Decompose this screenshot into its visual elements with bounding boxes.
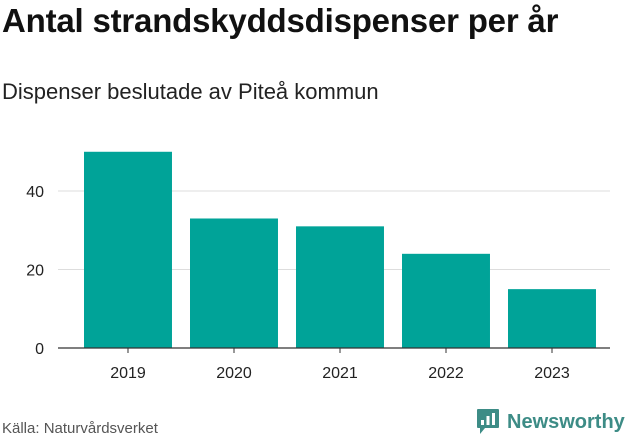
bars	[84, 151, 596, 348]
bar-chart: 0 20 40 2019 2020 2021 2022 2023	[26, 151, 610, 382]
bar-2021	[296, 226, 384, 348]
x-tick-label: 2023	[534, 365, 570, 382]
bar-2022	[402, 253, 490, 348]
y-tick-label: 0	[35, 341, 44, 358]
brand-logo: Newsworthy	[476, 408, 625, 436]
x-tick-label: 2020	[216, 365, 252, 382]
newsworthy-logo-icon	[477, 409, 499, 434]
bar-2019	[84, 151, 172, 348]
axes: 0 20 40 2019 2020 2021 2022 2023	[26, 184, 610, 382]
chart-title: Antal strandskyddsdispenser per år	[2, 2, 559, 39]
y-tick-label: 20	[26, 263, 44, 280]
bar-2023	[508, 289, 596, 348]
bar-2020	[190, 218, 278, 348]
y-tick-label: 40	[26, 184, 44, 201]
brand-name: Newsworthy	[507, 410, 625, 433]
x-tick-label: 2022	[428, 365, 464, 382]
x-tick-label: 2021	[322, 365, 358, 382]
chart-subtitle: Dispenser beslutade av Piteå kommun	[2, 79, 379, 104]
source-note: Källa: Naturvårdsverket	[2, 420, 158, 437]
x-tick-label: 2019	[110, 365, 146, 382]
